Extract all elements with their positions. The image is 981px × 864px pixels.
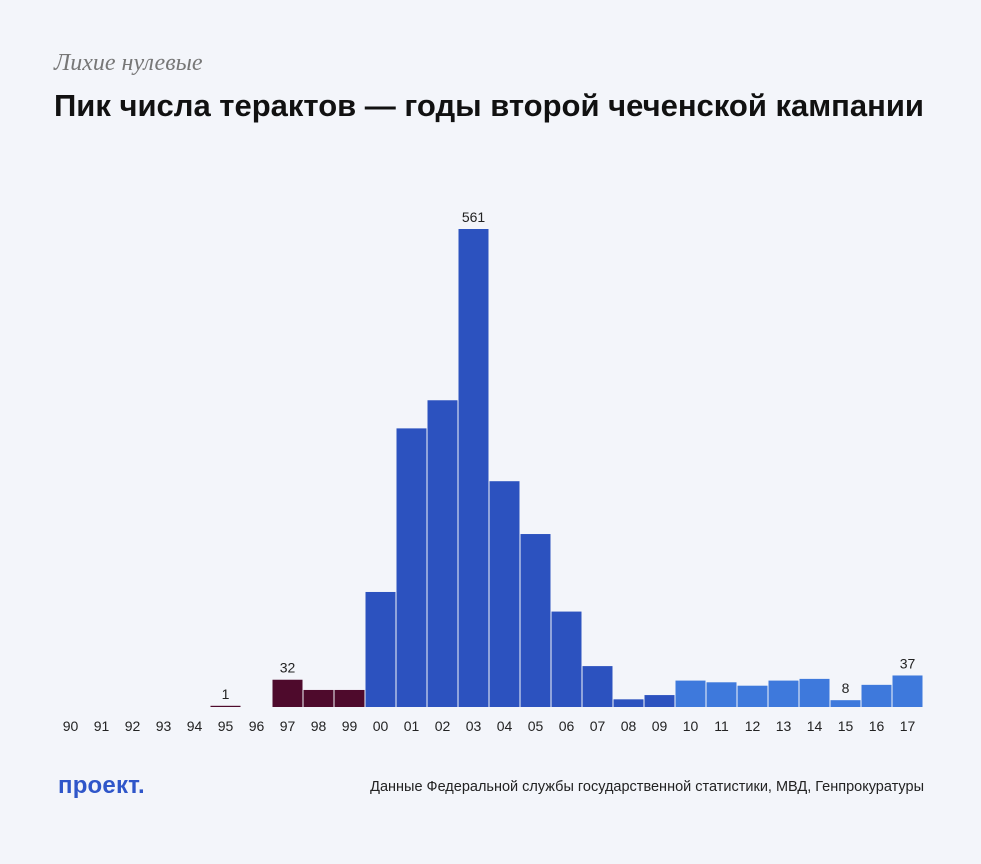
bar-06 (551, 611, 582, 707)
data-label-95: 1 (222, 686, 230, 702)
x-tick-label-08: 08 (621, 718, 637, 734)
x-tick-label-99: 99 (342, 718, 358, 734)
x-tick-label-17: 17 (900, 718, 916, 734)
bar-95 (210, 705, 241, 707)
x-tick-label-10: 10 (683, 718, 699, 734)
x-tick-label-14: 14 (807, 718, 823, 734)
bar-98 (303, 689, 334, 707)
x-tick-label-91: 91 (94, 718, 110, 734)
x-tick-label-94: 94 (187, 718, 203, 734)
x-tick-label-16: 16 (869, 718, 885, 734)
chart-title: Пик числа терактов — годы второй чеченск… (54, 88, 924, 123)
x-tick-label-00: 00 (373, 718, 389, 734)
bar-13 (768, 680, 799, 707)
bar-09 (644, 695, 675, 707)
x-tick-label-95: 95 (218, 718, 234, 734)
x-tick-label-01: 01 (404, 718, 420, 734)
bar-99 (334, 689, 365, 707)
bar-04 (489, 481, 520, 707)
bar-14 (799, 678, 830, 707)
bar-00 (365, 591, 396, 707)
x-tick-label-92: 92 (125, 718, 141, 734)
data-label-03: 561 (462, 209, 486, 225)
x-tick-label-07: 07 (590, 718, 606, 734)
bar-16 (861, 684, 892, 707)
data-label-97: 32 (280, 660, 296, 676)
source-note: Данные Федеральной службы государственно… (370, 779, 924, 795)
bar-05 (520, 534, 551, 707)
x-tick-label-04: 04 (497, 718, 513, 734)
x-tick-label-96: 96 (249, 718, 265, 734)
bar-08 (613, 699, 644, 707)
proekt-logo[interactable]: проект. (58, 772, 145, 799)
bar-12 (737, 685, 768, 707)
chart-kicker: Лихие нулевые (54, 50, 203, 76)
data-label-17: 37 (900, 655, 916, 671)
bar-17 (892, 675, 923, 707)
x-tick-label-12: 12 (745, 718, 761, 734)
bar-97 (272, 679, 303, 707)
x-tick-label-93: 93 (156, 718, 172, 734)
x-tick-label-05: 05 (528, 718, 544, 734)
x-tick-label-97: 97 (280, 718, 296, 734)
x-tick-label-98: 98 (311, 718, 327, 734)
x-tick-label-02: 02 (435, 718, 451, 734)
x-tick-label-11: 11 (714, 718, 729, 734)
bar-03 (458, 229, 489, 707)
x-tick-label-09: 09 (652, 718, 668, 734)
bar-15 (830, 700, 861, 707)
x-tick-label-15: 15 (838, 718, 854, 734)
bar-10 (675, 680, 706, 707)
x-tick-label-03: 03 (466, 718, 482, 734)
bar-01 (396, 428, 427, 707)
bar-02 (427, 400, 458, 707)
bar-11 (706, 682, 737, 707)
data-label-15: 8 (842, 680, 850, 696)
x-tick-label-90: 90 (63, 718, 79, 734)
x-tick-label-06: 06 (559, 718, 575, 734)
x-tick-label-13: 13 (776, 718, 792, 734)
bar-07 (582, 666, 613, 707)
